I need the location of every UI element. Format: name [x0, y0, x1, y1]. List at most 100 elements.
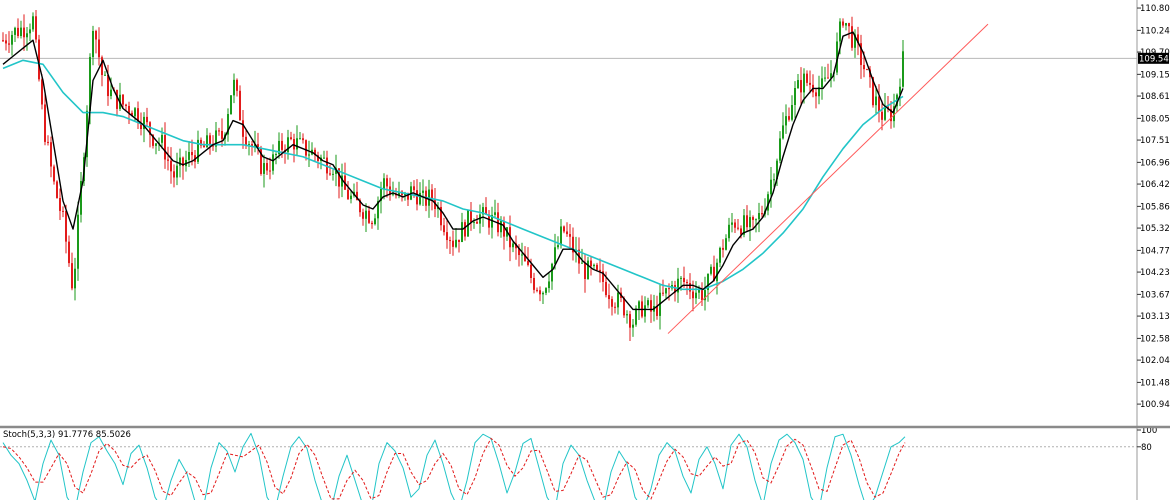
candle-body: [161, 134, 163, 143]
candle-body: [176, 165, 178, 178]
candle-body: [134, 108, 136, 117]
candle-body: [209, 135, 211, 146]
candle-body: [467, 210, 469, 237]
trendline-layer[interactable]: [667, 23, 989, 334]
candle-body: [107, 74, 109, 97]
candle-body: [734, 222, 736, 228]
candle-body: [329, 173, 331, 175]
candle-body: [65, 210, 67, 242]
candle-body: [74, 268, 76, 289]
price-tick-label: 105.325: [1140, 224, 1170, 234]
candle-body: [809, 82, 811, 85]
candle-body: [380, 188, 382, 201]
candle-body: [626, 314, 628, 316]
candle-body: [836, 41, 838, 73]
stochastic-tick-label: 80: [1141, 443, 1152, 453]
candle-body: [818, 87, 820, 97]
candle-body: [503, 220, 505, 237]
candle-body: [872, 77, 874, 106]
price-axis: 110.800110.245109.705109.150108.610108.0…: [1136, 0, 1170, 500]
candle-body: [287, 137, 289, 153]
candle-body: [830, 73, 832, 79]
candle-body: [56, 181, 58, 199]
candle-body: [542, 292, 544, 295]
candle-body: [233, 79, 235, 96]
price-tick-label: 107.515: [1140, 136, 1170, 146]
price-tick-label: 110.245: [1140, 26, 1170, 36]
price-tick-label: 101.485: [1140, 378, 1170, 388]
candle-body: [638, 301, 640, 309]
price-tick-label: 105.865: [1140, 202, 1170, 212]
candle-body: [527, 261, 529, 265]
candle-body: [800, 80, 802, 93]
candle-body: [767, 194, 769, 211]
candle-body: [44, 104, 46, 142]
candle-body: [617, 292, 619, 308]
candle-body: [500, 220, 502, 233]
candle-body: [494, 212, 496, 215]
current-price-label: 109.549: [1139, 54, 1170, 64]
candle-body: [356, 191, 358, 201]
candle-body: [245, 136, 247, 146]
candle-body: [590, 260, 592, 267]
candle-body: [554, 247, 556, 264]
candle-body: [854, 34, 856, 48]
candle-body: [419, 192, 421, 205]
price-tick-label: 100.945: [1140, 400, 1170, 410]
candle-body: [470, 210, 472, 223]
candle-body: [743, 215, 745, 235]
candle-body: [842, 21, 844, 26]
candle-body: [41, 79, 43, 105]
price-tick-label: 110.800: [1140, 4, 1170, 14]
candle-body: [683, 277, 685, 283]
candle-body: [776, 160, 778, 180]
candle-body: [557, 245, 559, 248]
candle-body: [50, 142, 52, 167]
candle-body: [566, 231, 568, 235]
candle-body: [497, 212, 499, 233]
candle-body: [359, 200, 361, 213]
candle-body: [797, 80, 799, 89]
candle-body: [569, 234, 571, 237]
candle-body: [2, 40, 4, 42]
candle-body: [272, 154, 274, 171]
candle-body: [635, 308, 637, 325]
stochastic-main-line: [2, 432, 906, 504]
candle-body: [560, 226, 562, 246]
candle-body: [374, 218, 376, 225]
candle-body: [755, 219, 757, 221]
candle-body: [125, 104, 127, 106]
candle-body: [545, 288, 547, 293]
candle-body: [248, 144, 250, 146]
candle-body: [824, 77, 826, 79]
candle-body: [323, 157, 325, 159]
candle-body: [512, 243, 514, 248]
candle-body: [698, 289, 700, 293]
candle-body: [365, 210, 367, 219]
candle-body: [827, 77, 829, 79]
candle-body: [863, 64, 865, 70]
moving-averages: [2, 31, 904, 311]
stochastic-signal-line: [2, 437, 906, 500]
candle-body: [332, 173, 334, 175]
candle-body: [539, 290, 541, 295]
candle-body: [806, 73, 808, 83]
candle-body: [53, 166, 55, 182]
candle-body: [731, 222, 733, 225]
candle-body: [860, 43, 862, 65]
candle-body: [857, 34, 859, 44]
candle-body: [548, 281, 550, 289]
candle-body: [308, 154, 310, 156]
candle-body: [416, 190, 418, 205]
trendline[interactable]: [667, 23, 989, 334]
candle-body: [521, 254, 523, 256]
candle-body: [35, 16, 37, 40]
price-tick-label: 102.040: [1140, 356, 1170, 366]
price-tick-label: 108.610: [1140, 92, 1170, 102]
price-tick-label: 104.230: [1140, 268, 1170, 278]
candle-body: [884, 106, 886, 120]
candle-body: [650, 300, 652, 312]
price-tick-label: 106.420: [1140, 180, 1170, 190]
candle-body: [302, 138, 304, 141]
